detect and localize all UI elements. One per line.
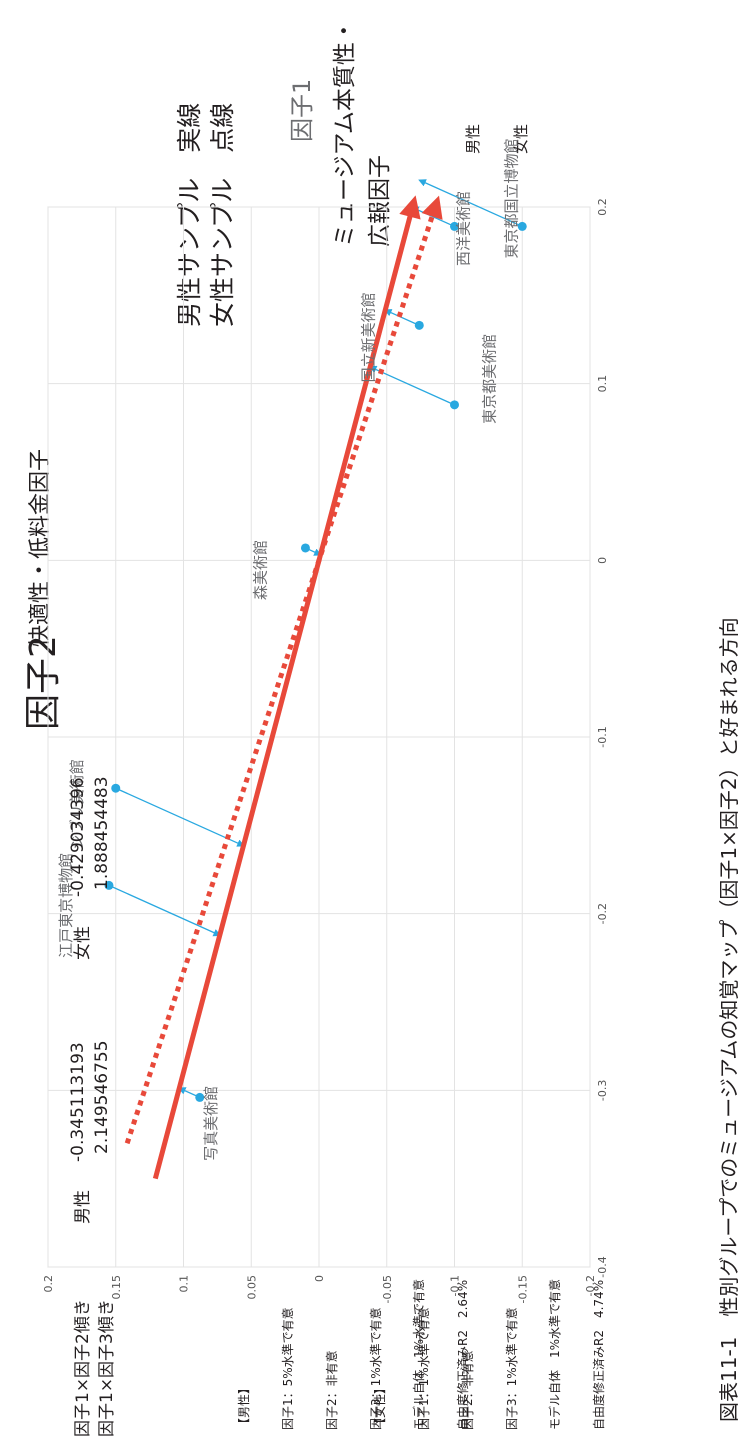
point-label-4: 東京都美術館 xyxy=(481,334,499,424)
female-stats-block: 【女性】 因子1：1%水準で有意 因子2：非有意 因子3：1%水準で有意 モデル… xyxy=(344,1279,636,1430)
point-label-5: 国立新美術館 xyxy=(359,292,377,382)
slope-male-12: -0.345113193 xyxy=(68,1042,88,1162)
y-tick-label-6: 0.1 xyxy=(178,1275,191,1293)
slope-male-13: 2.149546755 xyxy=(92,1040,112,1154)
projection-line-5 xyxy=(383,309,420,326)
slope-female-12: -0.429034396 xyxy=(68,777,88,897)
female-stats-factor1: 因子1：1%水準で有意 xyxy=(416,1307,431,1430)
y-tick-label-3: -0.05 xyxy=(381,1275,394,1303)
projection-line-2 xyxy=(115,787,245,847)
figure-caption: 図表11-1 性別グループでのミュージアムの知覚マップ（因子1×因子2）と好まれ… xyxy=(717,617,741,1422)
projection-line-1 xyxy=(108,884,222,937)
series-line-0 xyxy=(152,206,415,1180)
x-tick-label-1: -0.3 xyxy=(596,1080,609,1101)
male-stats-factor1: 因子1：5%水準で有意 xyxy=(280,1307,295,1430)
data-point-6 xyxy=(450,221,459,231)
y-tick-label-1: -0.15 xyxy=(516,1275,529,1303)
projection-line-7 xyxy=(418,179,523,228)
x-tick-label-4: 0 xyxy=(596,557,609,564)
y-tick-label-4: 0 xyxy=(313,1275,326,1282)
y-tick-label-0: -0.2 xyxy=(584,1275,597,1296)
slope-row2-label: 因子1×因子3傾き xyxy=(97,1299,117,1437)
female-stats-factor3: 因子3：1%水準で有意 xyxy=(504,1307,519,1430)
x-tick-label-3: -0.1 xyxy=(596,726,609,747)
data-point-0 xyxy=(195,1092,205,1102)
y-tick-label-5: 0.05 xyxy=(245,1275,258,1300)
y-tick-label-2: -0.1 xyxy=(449,1275,462,1296)
male-stats-factor2: 因子2：非有意 xyxy=(324,1350,339,1430)
data-point-7 xyxy=(517,221,527,231)
projection-line-6 xyxy=(410,206,455,228)
female-stats-factor2: 因子2：非有意 xyxy=(460,1350,475,1430)
female-stats-title: 【女性】 xyxy=(373,1381,388,1430)
projection-line-4 xyxy=(368,365,455,406)
series-line-1 xyxy=(124,206,438,1145)
slope-row1-label: 因子1×因子2傾き xyxy=(73,1299,93,1437)
y-tick-label-8: 0.2 xyxy=(42,1275,55,1293)
point-label-3: 森美術館 xyxy=(251,540,269,600)
male-stats-title: 【男性】 xyxy=(237,1381,252,1430)
x-tick-label-6: 0.2 xyxy=(596,198,609,216)
slope-male-head: 男性 xyxy=(73,1190,93,1224)
x-tick-label-0: -0.4 xyxy=(596,1256,609,1277)
slope-female-13: 1.888454483 xyxy=(92,776,112,890)
female-stats-r2: 自由度修正済みR2 4.74% xyxy=(592,1279,607,1430)
data-point-4 xyxy=(450,400,459,410)
data-point-1 xyxy=(104,880,114,890)
data-point-3 xyxy=(300,543,310,553)
point-label-6: 東京都国立博物館 xyxy=(503,138,521,258)
point-label-7: 西洋美術館 xyxy=(454,191,472,266)
female-stats-model: モデル自体 1%水準で有意 xyxy=(548,1278,563,1430)
slope-female-head: 女性 xyxy=(73,926,93,960)
data-point-5 xyxy=(414,320,424,330)
x-tick-label-5: 0.1 xyxy=(596,375,609,393)
data-point-2 xyxy=(111,783,121,793)
series-arrowhead-1 xyxy=(421,195,443,220)
x-tick-label-2: -0.2 xyxy=(596,903,609,924)
y-tick-label-7: 0.15 xyxy=(110,1275,123,1300)
point-label-0: 写真美術館 xyxy=(202,1086,220,1161)
point-label-2: ジブリ美術館 xyxy=(68,759,86,849)
series-arrowhead-0 xyxy=(399,195,421,220)
point-label-1: 江戸東京博物館 xyxy=(57,853,75,958)
